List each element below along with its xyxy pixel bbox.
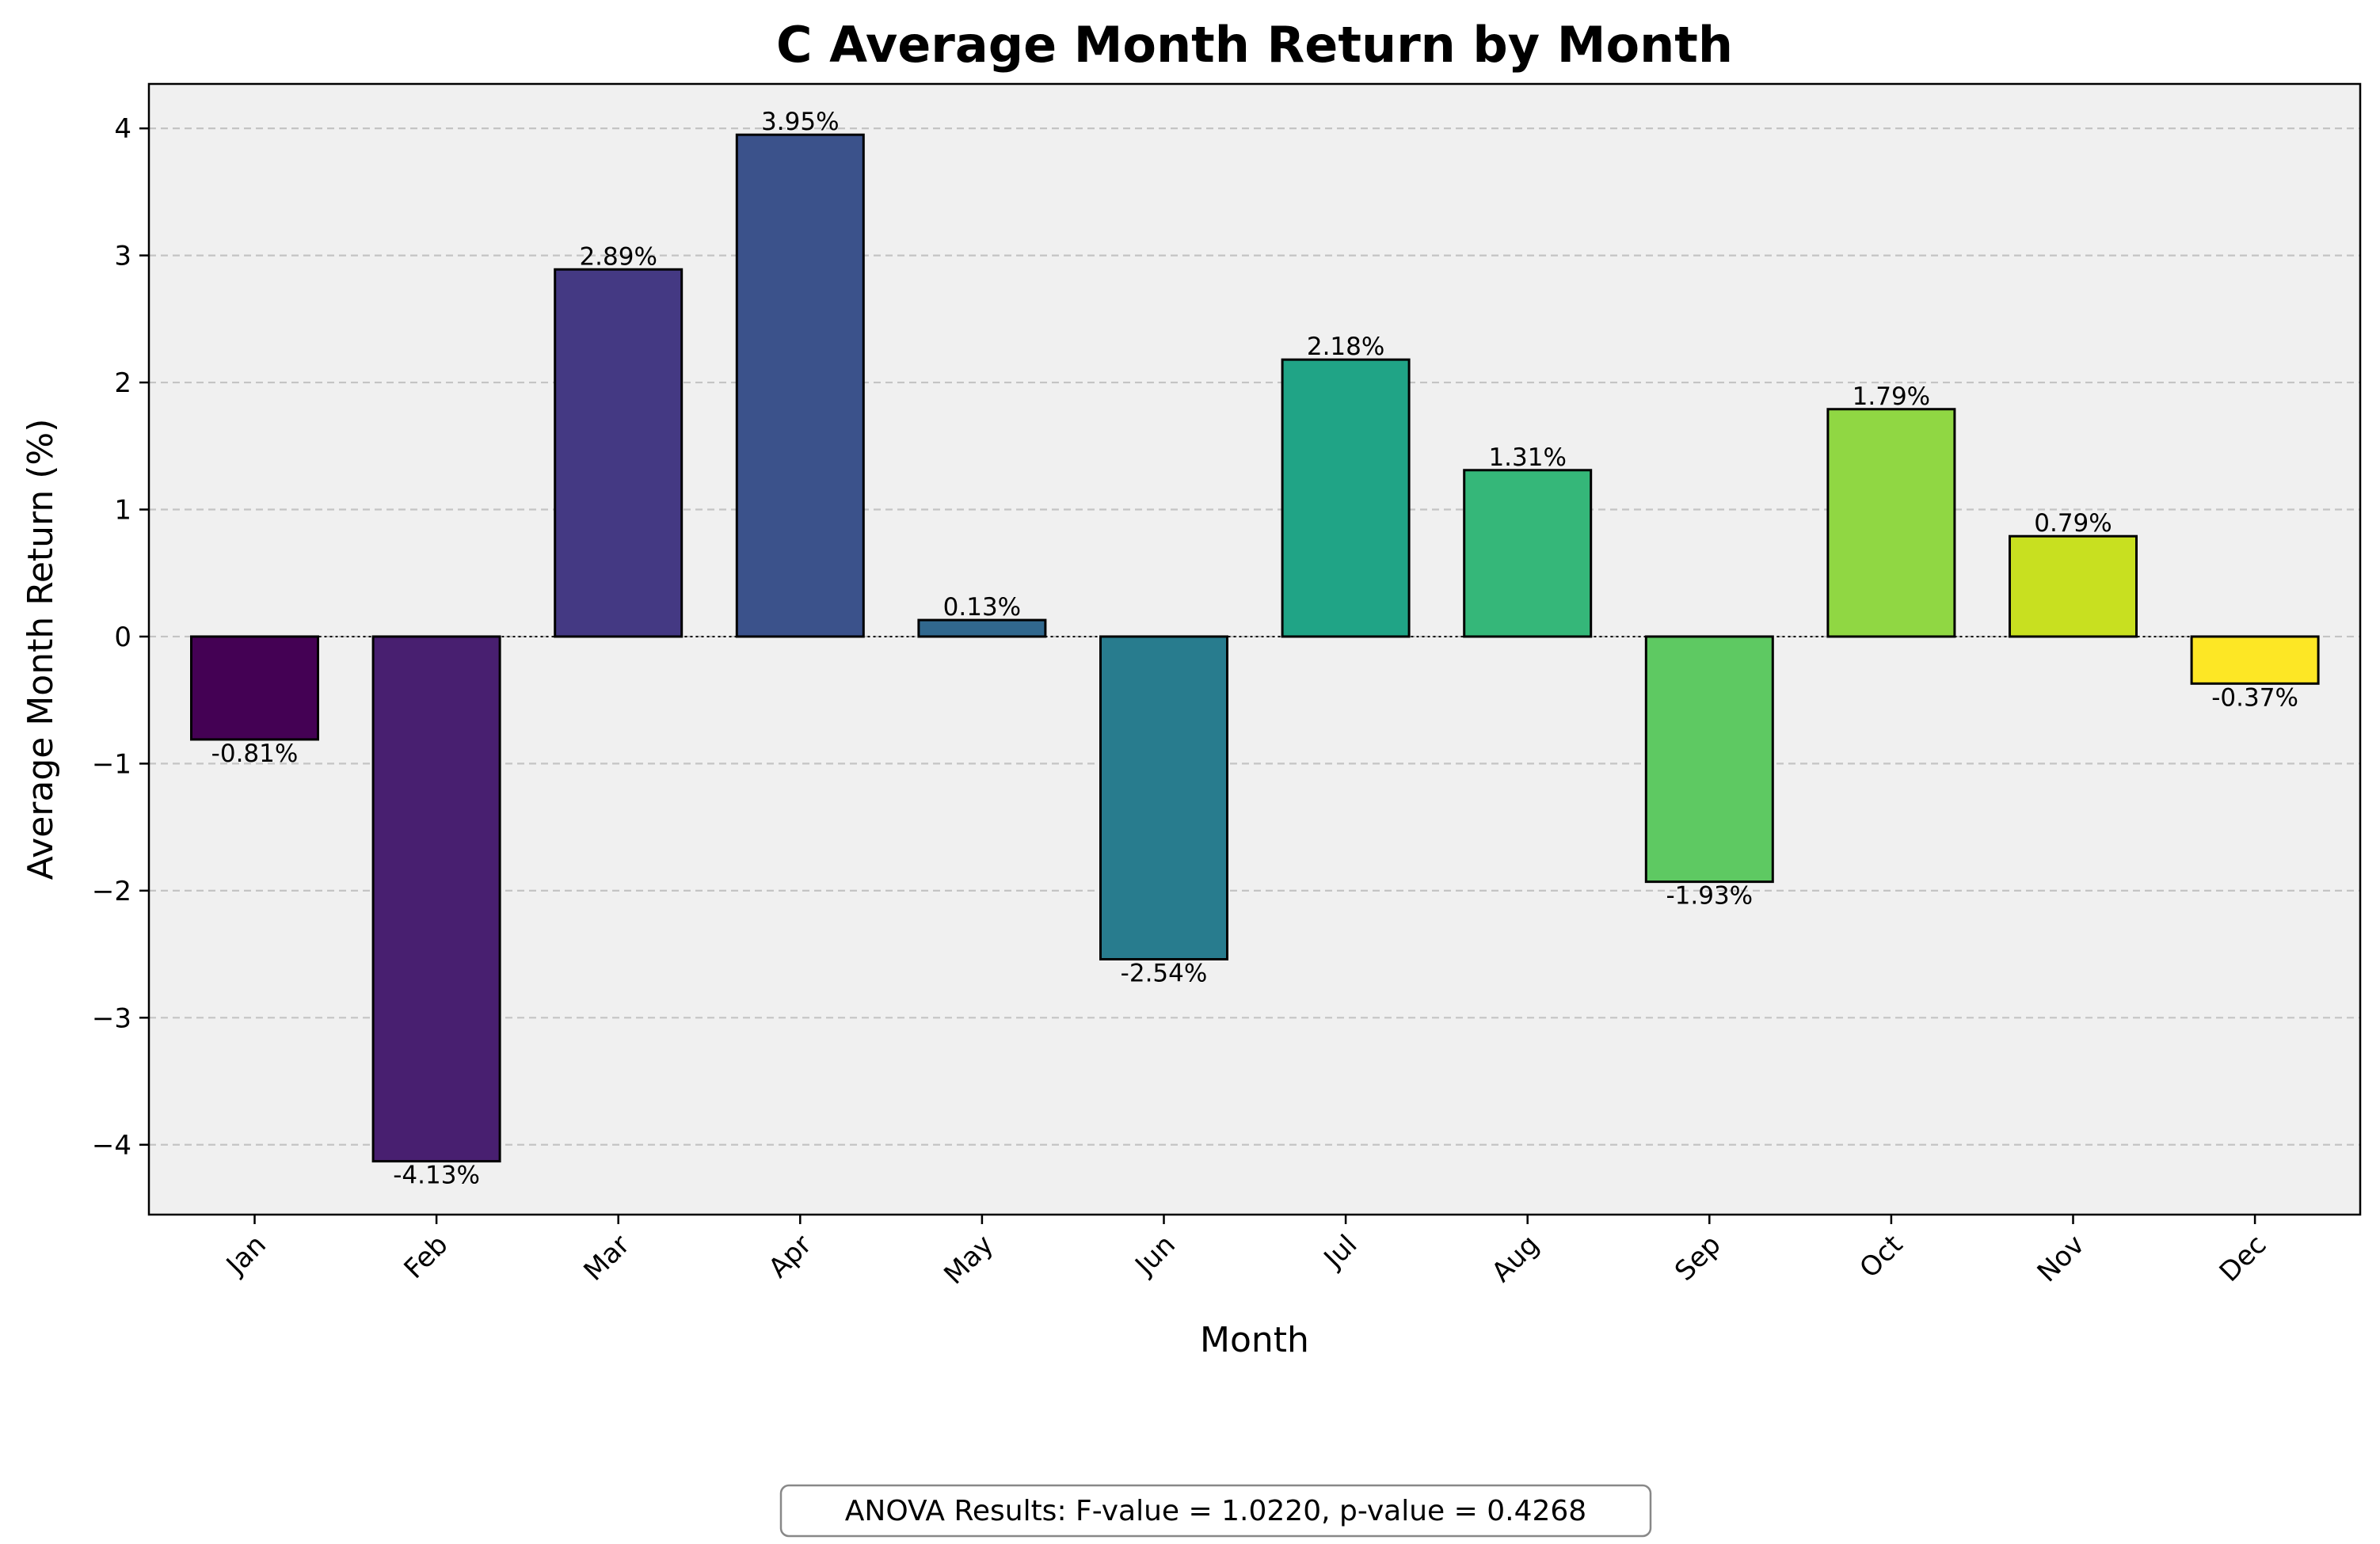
data-labels: -0.81% -4.13% 2.89% 3.95% 0.13% -2.54% 2.18% 1.… [211, 108, 2298, 1189]
y-tick-label: −1 [92, 748, 131, 780]
bar-aug [1463, 469, 1593, 638]
bar-may [917, 618, 1047, 638]
bars [190, 133, 2320, 1163]
data-label: -1.93% [1666, 882, 1753, 911]
data-label: 1.31% [1488, 443, 1566, 472]
x-tick-label: Sep [1669, 1229, 1727, 1287]
data-label: -4.13% [393, 1162, 480, 1190]
x-tick-label: Apr [763, 1229, 818, 1284]
data-label: 0.13% [943, 593, 1021, 622]
data-label: 2.18% [1307, 333, 1384, 361]
data-label: 3.95% [761, 108, 839, 136]
annotation-text: ANOVA Results: F-value = 1.0220, p-value… [845, 1495, 1586, 1527]
bar-apr [735, 133, 865, 638]
bar-jun [1099, 635, 1228, 960]
x-tick-label: May [938, 1229, 1000, 1291]
x-tick-label: Jul [1317, 1229, 1364, 1276]
data-label: 1.79% [1853, 382, 1930, 411]
y-tick-label: −3 [92, 1002, 131, 1034]
y-tick-label: 1 [114, 495, 131, 527]
y-tick-label: −2 [92, 876, 131, 907]
bar-nov [2009, 534, 2138, 638]
x-axis-label: Month [1200, 1320, 1309, 1360]
x-tick-label: Jun [1129, 1229, 1182, 1282]
plot-frame [147, 82, 2362, 1216]
bar-mar [554, 268, 684, 638]
bar-oct [1826, 408, 1956, 638]
y-tick-label: −4 [92, 1130, 131, 1162]
y-tick-label: 0 [114, 622, 131, 653]
y-tick-label: 3 [114, 241, 131, 272]
annotation-box [779, 1484, 1652, 1538]
x-tick-label: Feb [398, 1229, 455, 1285]
x-tick-label: Oct [1853, 1229, 1909, 1284]
chart-title: C Average Month Return by Month [776, 16, 1733, 74]
x-tick-label: Jan [219, 1229, 272, 1282]
bar-jul [1281, 358, 1411, 638]
anova-annotation: ANOVA Results: F-value = 1.0220, p-value… [779, 1484, 1652, 1538]
x-axis-ticks: Jan Feb Mar Apr May Jun Jul Aug Sep Oct Nov Dec [219, 1215, 2272, 1291]
x-tick-label: Nov [2032, 1229, 2091, 1288]
x-tick-label: Mar [577, 1229, 636, 1287]
y-tick-label: 2 [114, 367, 131, 399]
y-axis-label: Average Month Return (%) [21, 419, 61, 880]
data-label: -0.37% [2211, 683, 2298, 712]
bar-sep [1644, 635, 1774, 884]
data-label: -2.54% [1121, 959, 1208, 987]
x-tick-label: Aug [1486, 1229, 1545, 1288]
y-tick-label: 4 [114, 113, 131, 145]
bar-dec [2190, 635, 2320, 685]
y-axis-ticks: 4 3 2 1 0 −1 −2 −3 −4 [92, 113, 149, 1162]
bar-jan [190, 635, 319, 741]
data-label: 2.89% [579, 242, 657, 271]
x-tick-label: Dec [2214, 1229, 2273, 1288]
data-label: -0.81% [211, 740, 299, 768]
plot-area [149, 84, 2360, 1215]
bar-feb [371, 635, 501, 1163]
grid-lines [149, 127, 2360, 1146]
data-label: 0.79% [2034, 509, 2112, 538]
